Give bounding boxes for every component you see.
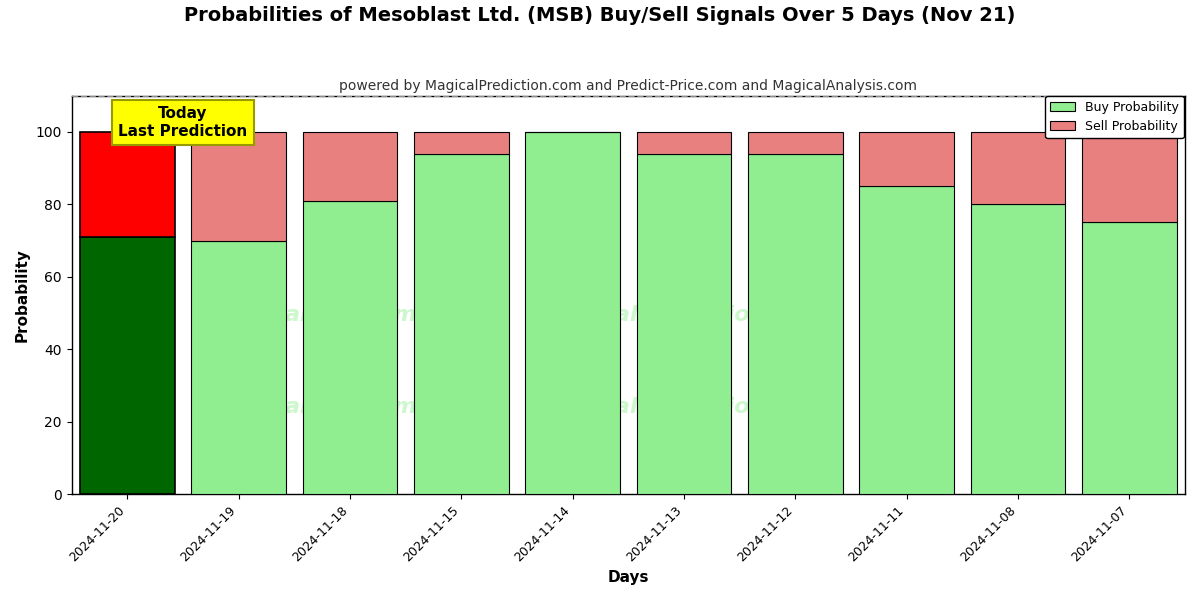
Bar [80,237,175,494]
Bar [191,241,286,494]
Bar [414,132,509,154]
Bar [1082,132,1177,223]
Bar [302,200,397,494]
Bar [191,132,286,241]
Bar [971,132,1066,205]
Text: calAnalysis.com: calAnalysis.com [216,305,416,325]
Y-axis label: Probability: Probability [16,248,30,342]
Bar [414,154,509,494]
Bar [859,132,954,186]
Text: Today
Last Prediction: Today Last Prediction [119,106,247,139]
Bar [748,132,842,154]
Bar [80,132,175,237]
Text: calAnalysis.com: calAnalysis.com [216,397,416,416]
Bar [971,205,1066,494]
Bar [859,186,954,494]
Bar [1082,223,1177,494]
Bar [637,132,731,154]
Text: MagicalPrediction.com: MagicalPrediction.com [541,305,827,325]
Text: Probabilities of Mesoblast Ltd. (MSB) Buy/Sell Signals Over 5 Days (Nov 21): Probabilities of Mesoblast Ltd. (MSB) Bu… [185,6,1015,25]
Title: powered by MagicalPrediction.com and Predict-Price.com and MagicalAnalysis.com: powered by MagicalPrediction.com and Pre… [340,79,917,93]
Bar [526,132,620,494]
Legend: Buy Probability, Sell Probability: Buy Probability, Sell Probability [1045,96,1184,138]
Bar [302,132,397,200]
Bar [637,154,731,494]
Bar [748,154,842,494]
X-axis label: Days: Days [607,570,649,585]
Text: MagicalPrediction.com: MagicalPrediction.com [541,397,827,416]
